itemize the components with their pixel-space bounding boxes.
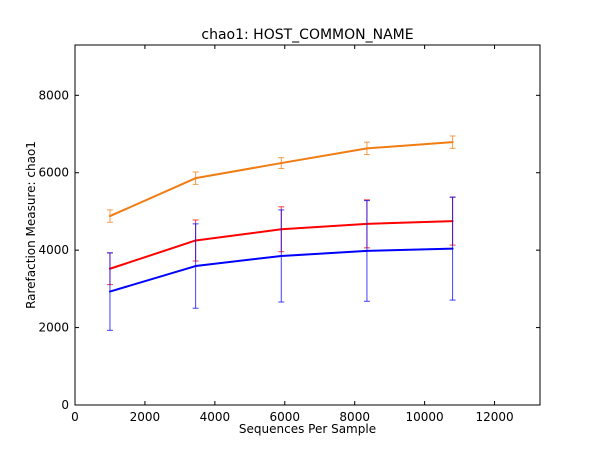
plot-frame (74, 44, 541, 406)
series-3 (106, 196, 456, 331)
series-line-segment (108, 177, 197, 218)
series-line-segment (280, 147, 368, 165)
plot-area: 0 2000 4000 6000 8000 10000 12000 0 2000 4000 6000… (38, 44, 541, 424)
y-tick-label: 4000 (38, 243, 69, 257)
plot-background (75, 45, 540, 405)
y-tick-label: 8000 (38, 88, 69, 102)
series-line-segment (280, 222, 368, 231)
x-tick-label: 2000 (130, 410, 161, 424)
x-tick-label: 12000 (475, 410, 513, 424)
series-1 (106, 135, 456, 223)
series-line-segment (365, 141, 454, 150)
series-line-segment (108, 265, 197, 293)
series-line-segment (365, 247, 454, 252)
x-tick-label: 6000 (270, 410, 301, 424)
y-axis-label: Rarefaction Measure: chao1 (24, 141, 38, 309)
y-tick-label: 0 (61, 398, 69, 412)
x-tick-label: 10000 (406, 410, 444, 424)
series-line-segment (194, 254, 283, 268)
x-tick-label: 4000 (200, 410, 231, 424)
x-tick-label: 8000 (339, 410, 370, 424)
series-line-segment (194, 162, 283, 180)
y-tick-label: 2000 (38, 321, 69, 335)
x-tick-label: 0 (71, 410, 79, 424)
ticks-layer: 0 2000 4000 6000 8000 10000 12000 0 2000 4000 6000… (38, 45, 540, 424)
series-line-segment (280, 249, 368, 257)
chart-title: chao1: HOST_COMMON_NAME (201, 27, 413, 43)
x-axis-label: Sequences Per Sample (239, 422, 376, 436)
series-layer (106, 135, 456, 331)
series-line-segment (194, 228, 283, 242)
series-line-segment (365, 220, 454, 225)
y-tick-label: 6000 (38, 166, 69, 180)
series-line-segment (108, 239, 197, 270)
